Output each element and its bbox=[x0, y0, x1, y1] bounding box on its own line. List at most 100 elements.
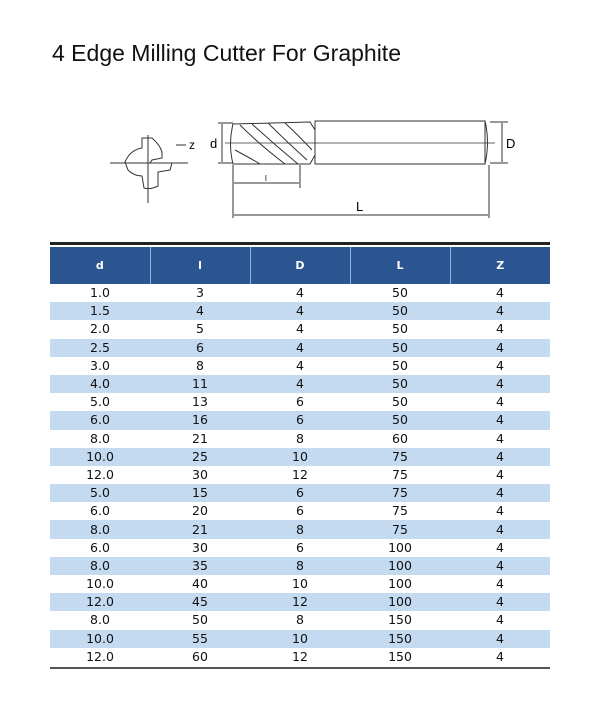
table-cell: 4 bbox=[496, 394, 504, 410]
table-cell: 8 bbox=[250, 556, 350, 575]
column-header: D bbox=[249, 247, 350, 284]
table-cell: 60 bbox=[192, 648, 208, 664]
table-cell: 4 bbox=[450, 374, 550, 394]
table-cell: 50 bbox=[392, 285, 408, 301]
table-cell: 12 bbox=[250, 593, 350, 612]
table-cell: 100 bbox=[350, 556, 450, 575]
table-bottom-rule bbox=[50, 667, 550, 669]
table-cell: 4 bbox=[150, 302, 250, 321]
table-cell: 4 bbox=[496, 648, 504, 664]
table-row: 2.5 6 4 50 4 bbox=[50, 338, 550, 357]
table-cell: 6 bbox=[296, 394, 304, 410]
table-cell: 8.0 bbox=[90, 612, 110, 628]
table-cell: 8 bbox=[296, 430, 304, 446]
table-cell: 50 bbox=[350, 374, 450, 394]
table-cell: 75 bbox=[392, 466, 408, 482]
label-z: z bbox=[189, 138, 195, 152]
table-row: 1.0 3 4 50 4 bbox=[50, 284, 550, 302]
table-row: 6.0 20 6 75 4 bbox=[50, 502, 550, 520]
table-row: 2.0 5 4 50 4 bbox=[50, 320, 550, 338]
table-cell: 10.0 bbox=[50, 447, 150, 466]
table-row: 4.0 11 4 50 4 bbox=[50, 374, 550, 394]
table-cell: 11 bbox=[150, 374, 250, 394]
table-cell: 150 bbox=[350, 629, 450, 648]
column-header: Z bbox=[449, 247, 550, 284]
table-cell: 2.5 bbox=[50, 338, 150, 357]
table-cell: 4 bbox=[496, 466, 504, 482]
table-cell: 6.0 bbox=[90, 503, 110, 519]
table-cell: 4 bbox=[496, 576, 504, 592]
table-cell: 10.0 bbox=[50, 629, 150, 648]
table-cell: 21 bbox=[192, 430, 208, 446]
table-cell: 50 bbox=[392, 357, 408, 373]
table-row: 8.0 35 8 100 4 bbox=[50, 556, 550, 575]
end-mill-diagram: d D l L z bbox=[110, 120, 515, 218]
label-d: d bbox=[210, 136, 217, 151]
table-cell: 6.0 bbox=[50, 411, 150, 430]
table-cell: 50 bbox=[350, 338, 450, 357]
table-row: 10.0 40 10 100 4 bbox=[50, 575, 550, 593]
table-cell: 100 bbox=[350, 593, 450, 612]
table-row: 8.0 21 8 60 4 bbox=[50, 430, 550, 448]
table-row: 8.0 50 8 150 4 bbox=[50, 611, 550, 629]
table-cell: 6.0 bbox=[90, 539, 110, 555]
table-cell: 8.0 bbox=[90, 430, 110, 446]
table-cell: 35 bbox=[150, 556, 250, 575]
table-cell: 45 bbox=[150, 593, 250, 612]
table-cell: 12 bbox=[292, 648, 308, 664]
table-cell: 4 bbox=[450, 302, 550, 321]
table-row: 5.0 15 6 75 4 bbox=[50, 484, 550, 503]
table-row: 1.5 4 4 50 4 bbox=[50, 302, 550, 321]
table-cell: 25 bbox=[150, 447, 250, 466]
table-cell: 4 bbox=[496, 285, 504, 301]
table-row: 5.0 13 6 50 4 bbox=[50, 393, 550, 411]
table-cell: 6 bbox=[250, 411, 350, 430]
table-cell: 4 bbox=[450, 629, 550, 648]
table-cell: 8.0 bbox=[50, 520, 150, 539]
table-cell: 50 bbox=[350, 302, 450, 321]
table-cell: 2.0 bbox=[90, 321, 110, 337]
table-cell: 4 bbox=[296, 321, 304, 337]
table-cell: 10 bbox=[250, 629, 350, 648]
table-row: 6.0 16 6 50 4 bbox=[50, 411, 550, 430]
table-row: 12.0 45 12 100 4 bbox=[50, 593, 550, 612]
table-cell: 30 bbox=[192, 539, 208, 555]
table-cell: 16 bbox=[150, 411, 250, 430]
table-row: 12.0 30 12 75 4 bbox=[50, 466, 550, 484]
label-L: L bbox=[356, 199, 363, 214]
column-header: l bbox=[149, 247, 250, 284]
table-cell: 75 bbox=[392, 503, 408, 519]
table-cell: 4 bbox=[450, 520, 550, 539]
table-cell: 10 bbox=[292, 576, 308, 592]
table-cell: 150 bbox=[388, 648, 412, 664]
table-cell: 1.5 bbox=[50, 302, 150, 321]
label-D: D bbox=[506, 136, 515, 151]
table-cell: 3 bbox=[196, 285, 204, 301]
table-cell: 4 bbox=[496, 503, 504, 519]
table-cell: 50 bbox=[392, 394, 408, 410]
table-cell: 8 bbox=[250, 520, 350, 539]
table-row: 6.0 30 6 100 4 bbox=[50, 539, 550, 557]
table-cell: 4 bbox=[496, 539, 504, 555]
table-cell: 1.0 bbox=[90, 285, 110, 301]
table-cell: 15 bbox=[150, 484, 250, 503]
table-cell: 40 bbox=[192, 576, 208, 592]
table-cell: 50 bbox=[192, 612, 208, 628]
table-cell: 12 bbox=[292, 466, 308, 482]
table-cell: 6 bbox=[296, 539, 304, 555]
table-cell: 75 bbox=[350, 520, 450, 539]
table-cell: 6 bbox=[250, 484, 350, 503]
table-cell: 4 bbox=[450, 484, 550, 503]
table-cell: 10 bbox=[250, 447, 350, 466]
table-cell: 8 bbox=[296, 612, 304, 628]
table-cell: 4 bbox=[450, 411, 550, 430]
cutter-drawing bbox=[225, 120, 495, 165]
table-cell: 8.0 bbox=[50, 556, 150, 575]
table-top-rule bbox=[50, 242, 550, 245]
table-cell: 50 bbox=[392, 321, 408, 337]
table-cell: 4 bbox=[250, 374, 350, 394]
table-cell: 55 bbox=[150, 629, 250, 648]
table-cell: 4 bbox=[450, 556, 550, 575]
table-cell: 30 bbox=[192, 466, 208, 482]
table-cell: 21 bbox=[150, 520, 250, 539]
